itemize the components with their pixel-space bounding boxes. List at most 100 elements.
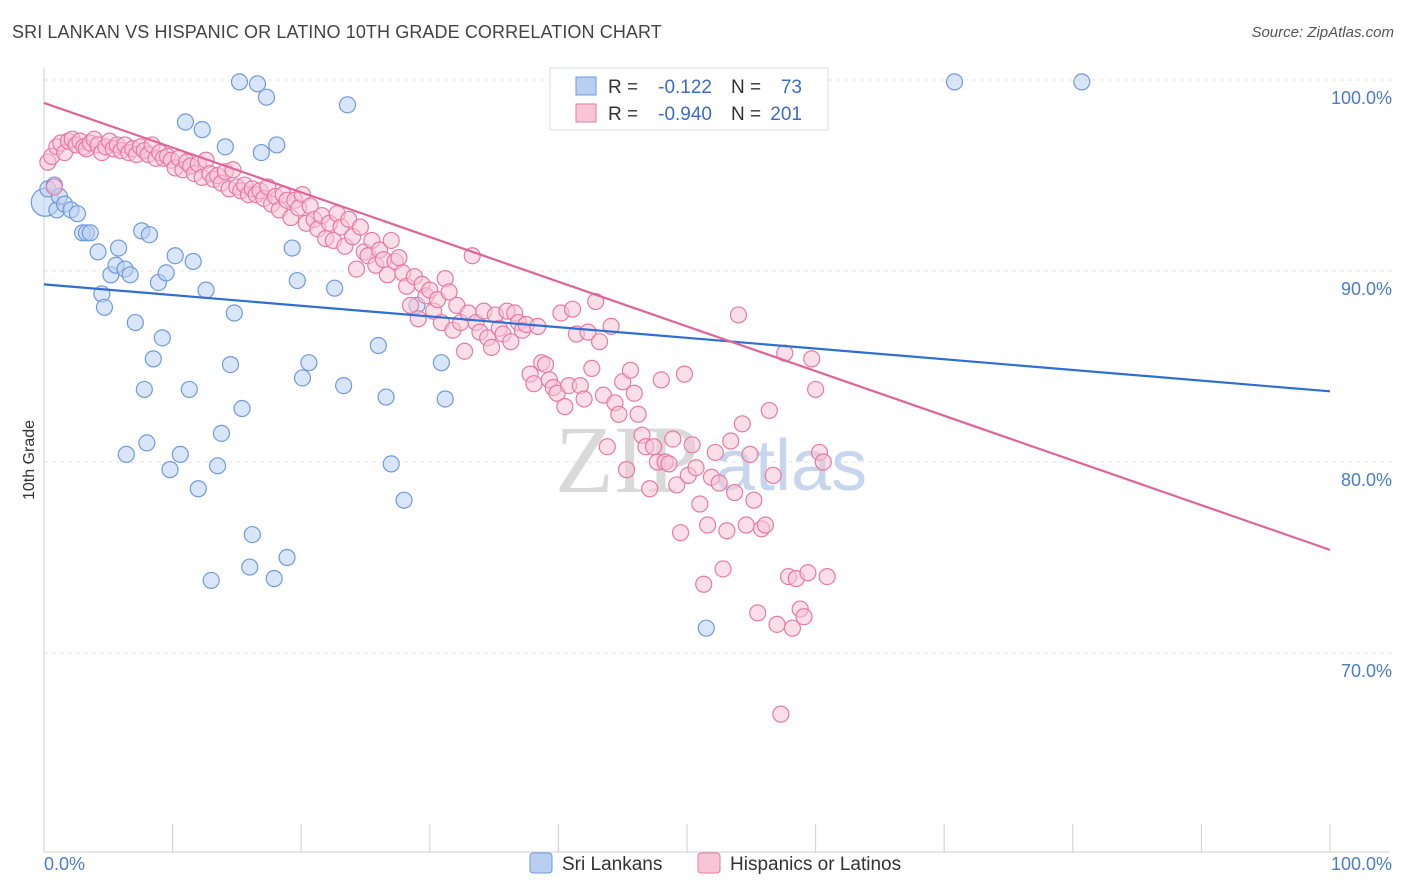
point-hispanics — [803, 350, 821, 368]
point-hispanics — [401, 296, 420, 314]
data-points — [30, 73, 1091, 723]
y-tick-label: 90.0% — [1341, 279, 1392, 299]
point-hispanics — [536, 355, 555, 374]
point-hispanics — [733, 415, 751, 433]
point-hispanics — [687, 459, 705, 477]
point-hispanics — [745, 491, 763, 509]
point-sri-lankans — [382, 455, 400, 473]
point-sri-lankans — [248, 75, 267, 93]
point-hispanics — [583, 359, 601, 378]
point-sri-lankans — [293, 369, 312, 387]
y-tick-label: 100.0% — [1331, 88, 1392, 108]
point-sri-lankans — [221, 355, 240, 374]
point-hispanics — [691, 495, 709, 513]
point-hispanics — [729, 306, 748, 324]
point-hispanics — [482, 338, 501, 356]
point-hispanics — [347, 260, 366, 278]
point-hispanics — [675, 365, 694, 383]
point-sri-lankans — [171, 445, 189, 463]
point-hispanics — [563, 300, 582, 318]
point-sri-lankans — [268, 136, 286, 154]
legend-label-sri-lankans: Sri Lankans — [562, 854, 662, 875]
point-hispanics — [814, 453, 832, 471]
point-hispanics — [714, 560, 732, 578]
point-hispanics — [772, 705, 790, 723]
point-hispanics — [409, 310, 427, 328]
point-hispanics — [525, 375, 543, 393]
y-tick-label: 80.0% — [1341, 470, 1392, 490]
point-sri-lankans — [283, 239, 301, 257]
point-hispanics — [671, 524, 690, 542]
legend-label-hispanics: Hispanics or Latinos — [730, 854, 901, 875]
point-sri-lankans — [369, 336, 387, 355]
point-hispanics — [575, 390, 593, 408]
legend-swatch-sri-lankans — [529, 852, 553, 874]
point-sri-lankans — [121, 266, 139, 284]
point-hispanics — [641, 480, 659, 498]
point-hispanics — [683, 436, 701, 454]
point-hispanics — [440, 283, 458, 301]
x-tick-label-min: 0.0% — [44, 854, 85, 874]
point-sri-lankans — [117, 445, 135, 463]
y-tick-labels: 100.0% 90.0% 80.0% 70.0% — [1331, 88, 1392, 681]
point-sri-lankans — [109, 239, 128, 257]
point-sri-lankans — [197, 281, 215, 299]
point-sri-lankans — [68, 205, 87, 223]
point-hispanics — [668, 476, 686, 494]
point-sri-lankans — [184, 252, 202, 271]
point-hispanics — [664, 430, 682, 448]
point-sri-lankans — [432, 354, 450, 372]
point-sri-lankans — [278, 548, 296, 567]
point-hispanics — [698, 516, 717, 534]
point-sri-lankans — [1073, 73, 1091, 91]
point-hispanics — [625, 384, 643, 402]
point-hispanics — [652, 371, 670, 389]
stats-n-value-1: 201 — [770, 104, 802, 125]
point-hispanics — [710, 474, 728, 492]
point-sri-lankans — [216, 138, 234, 156]
point-hispanics — [579, 323, 597, 341]
point-hispanics — [756, 516, 775, 534]
point-hispanics — [783, 619, 802, 637]
stats-legend: R = -0.122 N = 73 R = -0.940 N = 201 — [549, 67, 829, 131]
point-hispanics — [764, 466, 782, 484]
point-sri-lankans — [225, 304, 243, 322]
point-sri-lankans — [377, 388, 395, 406]
y-tick-label: 70.0% — [1341, 661, 1392, 681]
stats-r-value-1: -0.940 — [658, 104, 712, 125]
point-hispanics — [610, 405, 628, 423]
chart-source: Source: ZipAtlas.com — [1251, 24, 1394, 41]
point-sri-lankans — [230, 73, 249, 91]
point-hispanics — [749, 604, 767, 622]
point-sri-lankans — [202, 571, 220, 590]
point-sri-lankans — [126, 313, 144, 332]
stats-swatch-sri-lankans — [575, 76, 597, 96]
point-sri-lankans — [140, 226, 159, 244]
point-sri-lankans — [252, 143, 270, 162]
point-sri-lankans — [193, 121, 211, 139]
point-hispanics — [390, 249, 408, 267]
point-hispanics — [660, 455, 678, 473]
point-sri-lankans — [209, 457, 227, 475]
x-tick-label-max: 100.0% — [1331, 854, 1392, 874]
point-sri-lankans — [241, 558, 259, 576]
point-hispanics — [718, 522, 736, 540]
point-sri-lankans — [233, 399, 251, 418]
point-sri-lankans — [166, 247, 184, 265]
stats-n-label-0: N = — [731, 77, 761, 98]
point-hispanics — [760, 401, 778, 420]
chart-title: SRI LANKAN VS HISPANIC OR LATINO 10TH GR… — [12, 22, 662, 42]
point-hispanics — [737, 516, 755, 534]
point-sri-lankans — [945, 73, 964, 91]
point-hispanics — [644, 438, 663, 456]
point-sri-lankans — [243, 525, 261, 544]
point-sri-lankans — [326, 279, 344, 297]
point-sri-lankans — [161, 461, 179, 479]
point-hispanics — [706, 443, 724, 462]
point-sri-lankans — [89, 243, 107, 261]
point-sri-lankans — [144, 350, 162, 368]
point-sri-lankans — [300, 354, 318, 372]
stats-swatch-hispanics — [575, 103, 597, 123]
point-hispanics — [722, 432, 740, 450]
point-sri-lankans — [189, 480, 207, 498]
